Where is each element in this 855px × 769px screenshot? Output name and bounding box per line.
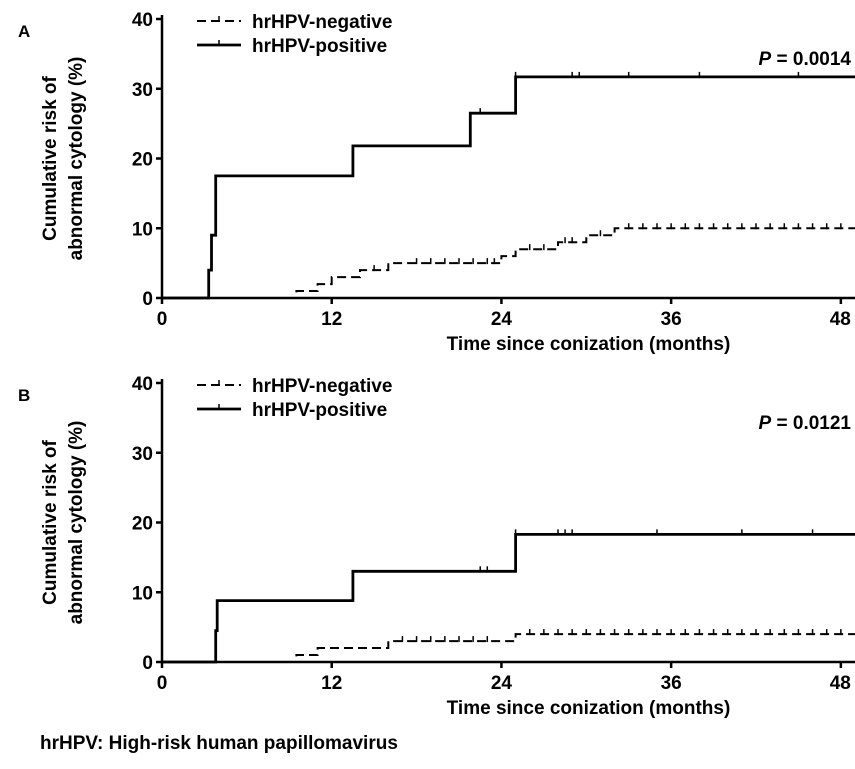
x-axis-title: Time since conization (months): [447, 334, 731, 355]
y-tick-label: 30: [132, 444, 153, 465]
y-tick-label: 10: [132, 219, 153, 240]
y-axis-title-line: abnormal cytology (%): [66, 57, 87, 261]
x-tick-label: 24: [491, 673, 513, 694]
x-tick-label: 48: [830, 309, 851, 330]
legend-label-hrhpv-negative: hrHPV-negative: [252, 376, 392, 397]
x-tick-label: 36: [661, 673, 682, 694]
chart-panel-b: B 0 10 20 30 40 0 12 24 36 48 Time since conization…: [18, 374, 855, 719]
y-tick-label: 20: [132, 514, 153, 535]
x-tick-label: 24: [491, 309, 513, 330]
y-tick-label: 40: [132, 374, 153, 395]
y-axis-title-line: abnormal cytology (%): [66, 421, 87, 625]
y-tick-label: 30: [132, 80, 153, 101]
legend-label-hrhpv-positive: hrHPV-positive: [252, 400, 387, 421]
legend-label-hrhpv-negative: hrHPV-negative: [252, 12, 392, 33]
y-tick-label: 20: [132, 150, 153, 171]
x-tick-label: 12: [321, 309, 342, 330]
y-axis-title-line: Cumulative risk of: [40, 439, 61, 604]
x-tick-label: 0: [157, 673, 168, 694]
chart-panel-a: A 0 10 20 30 40 0 12 24 36 48 Time since conization…: [18, 10, 855, 355]
legend-label-hrhpv-positive: hrHPV-positive: [252, 36, 387, 57]
x-tick-label: 12: [321, 673, 342, 694]
footnote: hrHPV: High-risk human papillomavirus: [40, 733, 398, 754]
y-tick-label: 40: [132, 10, 153, 31]
y-tick-label: 10: [132, 583, 153, 604]
y-tick-label: 0: [142, 653, 153, 674]
panel-label: B: [18, 386, 30, 405]
series-line-hrhpv-negative: [162, 633, 855, 663]
p-value-text: = 0.0014: [771, 49, 851, 70]
p-value-annotation: P = 0.0014: [759, 49, 852, 70]
series-line-hrhpv-negative: [162, 227, 855, 299]
p-value-symbol: P: [759, 49, 772, 70]
y-axis-title-line: Cumulative risk of: [40, 75, 61, 240]
x-tick-label: 48: [830, 673, 851, 694]
p-value-text: = 0.0121: [771, 413, 851, 434]
x-tick-label: 36: [661, 309, 682, 330]
y-tick-label: 0: [142, 289, 153, 310]
p-value-symbol: P: [759, 413, 772, 434]
series-line-hrhpv-positive: [162, 75, 855, 300]
p-value-annotation: P = 0.0121: [759, 413, 852, 434]
series-line-hrhpv-positive: [162, 533, 855, 664]
x-tick-label: 0: [157, 309, 168, 330]
panel-label: A: [18, 22, 30, 41]
x-axis-title: Time since conization (months): [447, 698, 731, 719]
